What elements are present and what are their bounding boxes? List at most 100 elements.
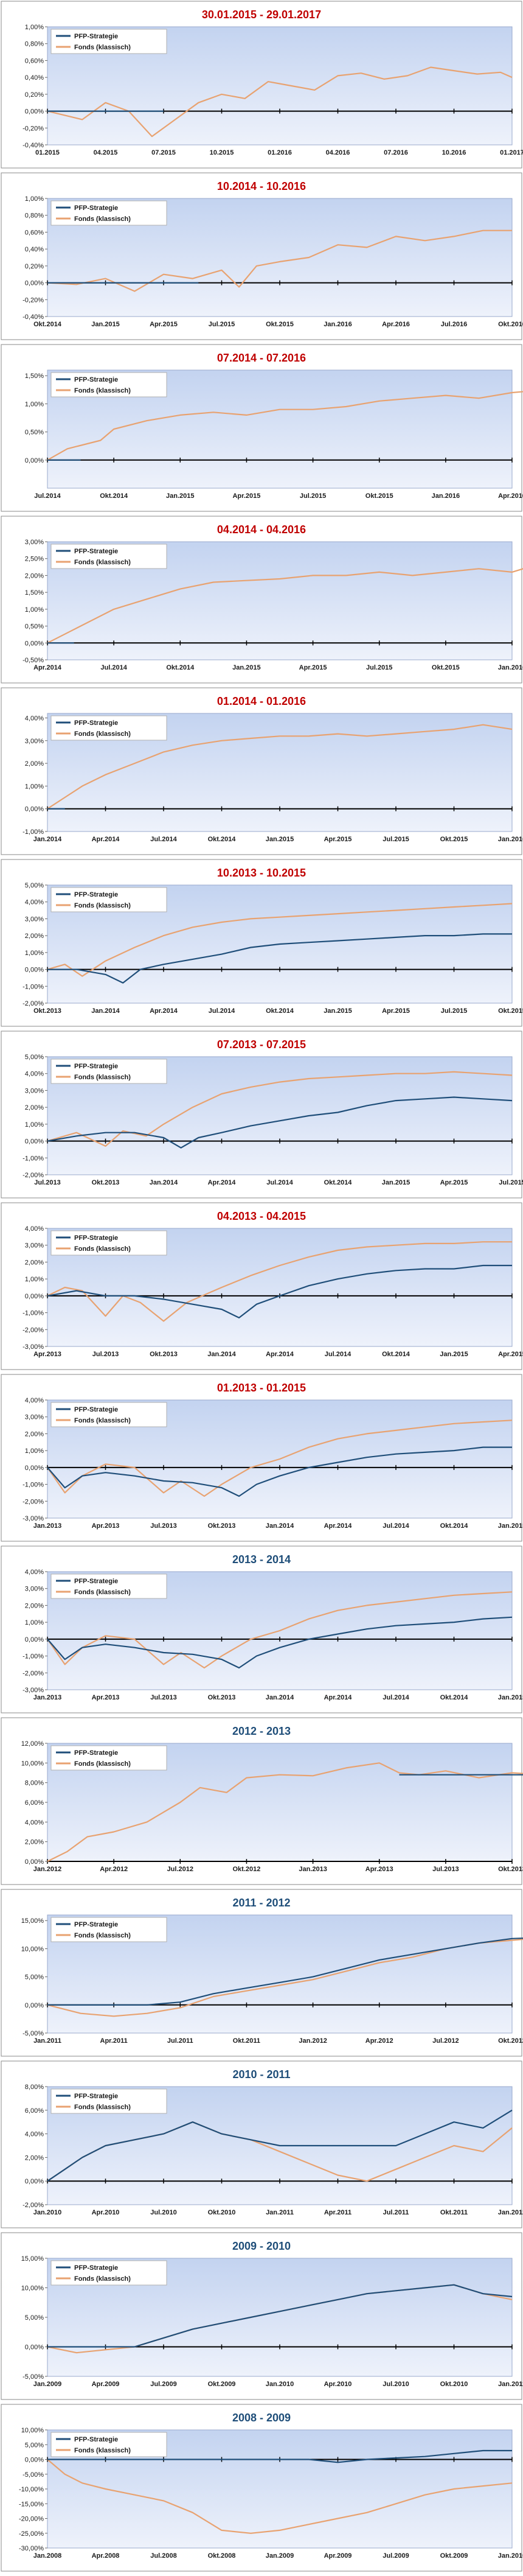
x-tick-label: Okt.2014 bbox=[100, 492, 128, 500]
y-tick-label: -2,00% bbox=[23, 1498, 44, 1505]
y-tick-label: 0,00% bbox=[25, 967, 44, 974]
x-tick-label: Okt.2011 bbox=[440, 2209, 468, 2216]
y-tick-label: -0,20% bbox=[23, 125, 44, 132]
y-tick-label: 0,40% bbox=[25, 74, 44, 82]
y-tick-label: 4,00% bbox=[25, 1569, 44, 1576]
chart-title: 2012 - 2013 bbox=[232, 1725, 291, 1737]
y-tick-label: -3,00% bbox=[23, 1687, 44, 1694]
y-tick-label: 2,50% bbox=[25, 556, 44, 563]
x-tick-label: Okt.2013 bbox=[150, 1351, 178, 1358]
y-tick-label: 0,00% bbox=[25, 2002, 44, 2009]
chart-panel: 2008 - 2009 -30,00% -25,00% -20,00% -15,00% -… bbox=[1, 2404, 523, 2572]
series-fund-line bbox=[47, 2459, 513, 2534]
y-tick-label: -1,00% bbox=[23, 983, 44, 990]
x-tick-label: 04.2016 bbox=[326, 149, 350, 156]
legend-fund-label: Fonds (klassisch) bbox=[74, 1932, 131, 1939]
chart-title: 07.2014 - 07.2016 bbox=[217, 352, 306, 364]
x-tick-label: Jul.2014 bbox=[100, 664, 127, 671]
y-tick-label: 4,00% bbox=[25, 1819, 44, 1826]
y-tick-label: -1,00% bbox=[23, 1482, 44, 1489]
chart-title: 30.01.2015 - 29.01.2017 bbox=[202, 9, 321, 21]
y-tick-label: -5,00% bbox=[23, 2030, 44, 2037]
x-tick-label: Apr.2015 bbox=[232, 492, 260, 500]
series-fund-line bbox=[47, 1591, 513, 1669]
legend-box bbox=[50, 2260, 167, 2286]
legend-box bbox=[50, 1402, 167, 1427]
y-tick-label: 0,00% bbox=[25, 806, 44, 813]
y-tick-label: 0,60% bbox=[25, 57, 44, 65]
legend-strategy-label: PFP-Strategie bbox=[74, 719, 118, 727]
y-tick-label: 4,00% bbox=[25, 715, 44, 722]
legend: PFP-Strategie Fonds (klassisch) bbox=[50, 372, 167, 397]
x-tick-label: Jan.2016 bbox=[432, 492, 460, 500]
legend-box bbox=[50, 715, 167, 741]
y-tick-label: 1,00% bbox=[25, 1447, 44, 1455]
x-tick-label: Jan.2015 bbox=[440, 1351, 468, 1358]
x-tick-label: Jul.2009 bbox=[383, 2552, 409, 2560]
chart-panel: 2010 - 2011 -2,00% 0,00% 2,00% 4,00% 6,00% 8,0… bbox=[1, 2060, 523, 2228]
series-fund-line bbox=[47, 391, 523, 461]
legend-box bbox=[50, 544, 167, 569]
chart-title: 10.2013 - 10.2015 bbox=[217, 867, 306, 879]
y-tick-label: -1,00% bbox=[23, 1310, 44, 1317]
y-tick-label: 2,00% bbox=[25, 2154, 44, 2161]
y-tick-label: 0,50% bbox=[25, 429, 44, 436]
legend-fund-label: Fonds (klassisch) bbox=[74, 1074, 131, 1081]
chart-panel: 01.2013 - 01.2015 -3,00% -2,00% -1,00% 0,00%… bbox=[1, 1374, 523, 1542]
chart-title: 2013 - 2014 bbox=[232, 1553, 291, 1566]
x-tick-label: Jul.2014 bbox=[383, 1522, 409, 1530]
x-tick-label: Okt.2013 bbox=[208, 1522, 236, 1530]
y-tick-label: 15,00% bbox=[21, 1917, 44, 1925]
legend-strategy-label: PFP-Strategie bbox=[74, 33, 118, 40]
y-tick-label: 3,00% bbox=[25, 1586, 44, 1593]
y-tick-label: 10,00% bbox=[21, 1760, 44, 1767]
series-fund-line bbox=[47, 724, 513, 810]
y-tick-label: 6,00% bbox=[25, 1799, 44, 1807]
y-tick-label: 5,00% bbox=[25, 2441, 44, 2449]
x-tick-label: Apr.2014 bbox=[324, 1522, 353, 1530]
legend-strategy-label: PFP-Strategie bbox=[74, 376, 118, 383]
y-tick-label: -5,00% bbox=[23, 2471, 44, 2479]
y-tick-label: -3,00% bbox=[23, 1515, 44, 1522]
y-tick-label: 0,00% bbox=[25, 280, 44, 287]
y-tick-label: 0,00% bbox=[25, 1636, 44, 1643]
x-tick-label: Jul.2010 bbox=[150, 2209, 176, 2216]
y-tick-label: 0,00% bbox=[25, 1465, 44, 1472]
x-tick-label: Jan.2011 bbox=[498, 2381, 523, 2388]
x-tick-label: Okt.2015 bbox=[498, 1007, 523, 1015]
y-tick-label: 0,40% bbox=[25, 246, 44, 253]
x-tick-label: Apr.2012 bbox=[100, 1866, 128, 1873]
y-tick-label: 1,00% bbox=[25, 24, 44, 31]
x-tick-label: Apr.2013 bbox=[92, 1522, 120, 1530]
legend-fund-label: Fonds (klassisch) bbox=[74, 2447, 131, 2454]
chart-panel: 07.2014 - 07.2016 0,00% 0,50% 1,00% 1,50% Jul… bbox=[1, 344, 523, 512]
legend-strategy-label: PFP-Strategie bbox=[74, 1234, 118, 1242]
x-tick-label: 01.2017 bbox=[500, 149, 523, 156]
legend-strategy-label: PFP-Strategie bbox=[74, 1578, 118, 1585]
y-tick-label: -2,00% bbox=[23, 1326, 44, 1334]
x-tick-label: Jan.2016 bbox=[498, 836, 523, 843]
y-tick-label: 0,20% bbox=[25, 91, 44, 99]
x-tick-label: Apr.2015 bbox=[498, 1351, 523, 1358]
y-tick-label: 10,00% bbox=[21, 1945, 44, 1953]
chart-panel: 01.2014 - 01.2016 -1,00% 0,00% 1,00% 2,00% 3,… bbox=[1, 687, 523, 855]
x-tick-label: Okt.2008 bbox=[208, 2552, 236, 2560]
x-tick-label: Apr.2013 bbox=[92, 1694, 120, 1701]
y-tick-label: 4,00% bbox=[25, 899, 44, 906]
x-tick-label: Okt.2015 bbox=[266, 321, 294, 328]
x-tick-label: Jan.2013 bbox=[33, 1522, 61, 1530]
y-tick-label: -30,00% bbox=[19, 2545, 44, 2552]
legend-strategy-label: PFP-Strategie bbox=[74, 1921, 118, 1928]
x-tick-label: Jul.2012 bbox=[432, 2037, 459, 2045]
legend: PFP-Strategie Fonds (klassisch) bbox=[50, 29, 167, 54]
y-tick-label: -0,40% bbox=[23, 313, 44, 321]
x-tick-label: Jan.2010 bbox=[266, 2381, 294, 2388]
x-tick-label: 10.2016 bbox=[442, 149, 466, 156]
chart-panel: 04.2014 - 04.2016 -0,50% 0,00% 0,50% 1,00% 1,… bbox=[1, 516, 523, 684]
x-tick-label: Apr.2014 bbox=[150, 1007, 178, 1015]
legend-fund-label: Fonds (klassisch) bbox=[74, 902, 131, 909]
legend-box bbox=[50, 2432, 167, 2457]
legend: PFP-Strategie Fonds (klassisch) bbox=[50, 200, 167, 226]
x-tick-label: 04.2015 bbox=[94, 149, 118, 156]
x-tick-label: Apr.2014 bbox=[208, 1179, 237, 1186]
